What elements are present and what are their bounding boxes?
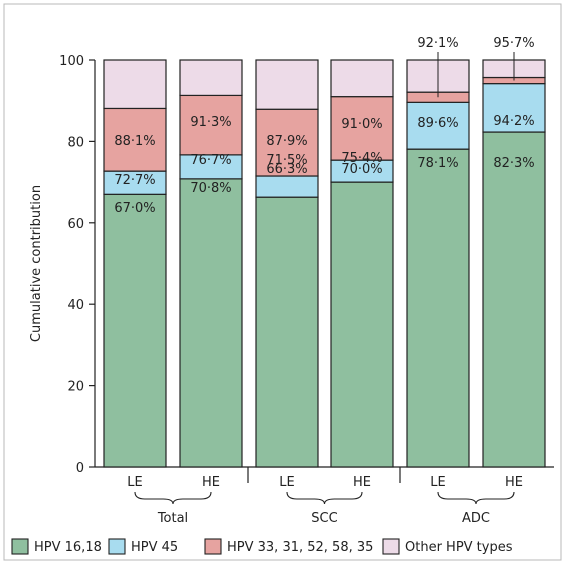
x-category-label: LE <box>430 475 445 490</box>
bar-segment <box>406 148 470 468</box>
x-category-label: HE <box>353 475 371 490</box>
group-brace <box>286 491 363 505</box>
x-category-label: LE <box>127 475 142 490</box>
group-brace <box>134 491 212 505</box>
x-category-label: HE <box>202 475 220 490</box>
bar-segment <box>255 175 319 198</box>
y-tick-label: 20 <box>67 380 84 395</box>
bar-segment <box>482 131 546 468</box>
segment-value-label: 88·1% <box>114 134 155 149</box>
x-category-label: HE <box>505 475 523 490</box>
y-axis-title: Cumulative contribution <box>29 185 44 342</box>
bar-segment <box>103 107 167 172</box>
legend-swatch <box>204 538 222 555</box>
bar-segment <box>103 193 167 468</box>
bar-segment <box>255 196 319 468</box>
legend-entry-label: HPV 16,18 <box>34 540 102 555</box>
segment-value-label: 71·5% <box>266 153 307 168</box>
bar-segment <box>330 59 394 98</box>
plot-area: 0 20 40 60 80 100 Cumulative contribution 67·0%… <box>29 36 554 526</box>
legend-swatch <box>382 538 400 555</box>
bar-segment <box>179 59 243 97</box>
group-label: ADC <box>462 511 490 526</box>
segment-value-label: 76·7% <box>190 153 231 168</box>
y-tick-label: 40 <box>67 298 84 313</box>
segment-value-label: 67·0% <box>114 201 155 216</box>
y-tick-label: 80 <box>67 135 84 150</box>
legend-entry-label: Other HPV types <box>405 540 513 555</box>
bar-segment <box>330 181 394 468</box>
segment-value-label: 89·6% <box>417 116 458 131</box>
legend-entry-label: HPV 45 <box>131 540 178 555</box>
segment-value-label: 91·3% <box>190 115 231 130</box>
segment-value-label: 72·7% <box>114 173 155 188</box>
y-tick-label: 100 <box>59 54 84 69</box>
segment-value-label: 66·3% <box>266 162 307 177</box>
bar-segment <box>255 59 319 110</box>
legend-swatch <box>11 538 29 555</box>
segment-value-label: 92·1% <box>417 36 458 51</box>
group-brace <box>437 491 515 505</box>
bar-segment <box>179 178 243 468</box>
figure-frame <box>3 3 562 561</box>
segment-value-label: 70·8% <box>190 181 231 196</box>
segment-value-label: 94·2% <box>493 114 534 129</box>
segment-value-label: 70·0% <box>341 162 382 177</box>
segment-value-label: 75·4% <box>341 151 382 166</box>
segment-value-label: 87·9% <box>266 134 307 149</box>
segment-value-label: 91·0% <box>341 117 382 132</box>
bar-segment <box>482 83 546 133</box>
segment-value-label: 82·3% <box>493 156 534 171</box>
y-tick-label: 60 <box>67 217 84 232</box>
bar-segment <box>255 108 319 177</box>
bar-segment <box>179 154 243 180</box>
x-category-label: LE <box>279 475 294 490</box>
y-tick-label: 0 <box>76 461 84 476</box>
group-label: Total <box>157 511 188 526</box>
segment-value-label: 95·7% <box>493 36 534 51</box>
legend-swatch <box>108 538 126 555</box>
group-label: SCC <box>311 511 337 526</box>
legend: HPV 16,18 HPV 45 HPV 33, 31, 52, 58, 35 Oth… <box>11 538 513 555</box>
bar-segment <box>103 59 167 110</box>
segment-value-label: 78·1% <box>417 156 458 171</box>
legend-entry-label: HPV 33, 31, 52, 58, 35 <box>227 540 373 555</box>
